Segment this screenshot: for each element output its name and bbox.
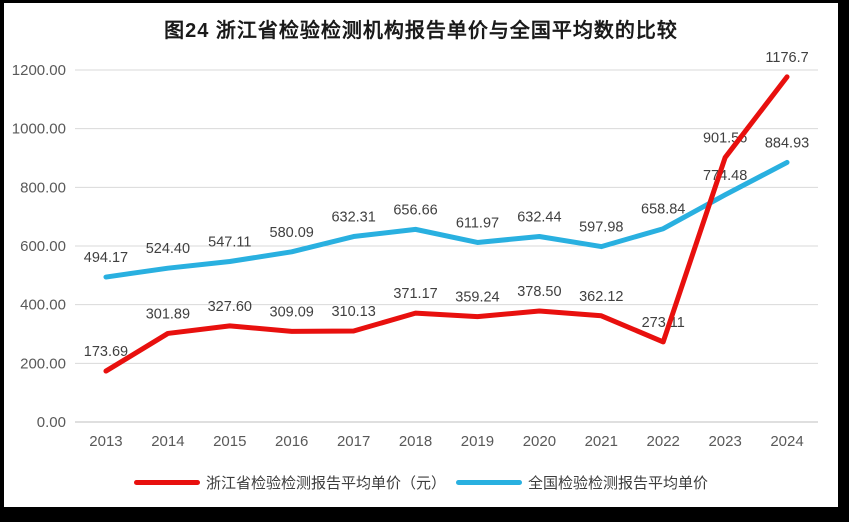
x-axis-tick-label: 2014 bbox=[151, 433, 184, 450]
zhejiang-data-label: 1176.7 bbox=[765, 50, 808, 66]
national-data-label: 611.97 bbox=[456, 215, 499, 231]
national-series-line bbox=[103, 159, 790, 280]
zhejiang-data-label: 359.24 bbox=[455, 290, 499, 306]
national-data-label: 580.09 bbox=[270, 225, 314, 241]
zhejiang-data-label: 310.13 bbox=[331, 304, 375, 320]
national-data-label: 547.11 bbox=[208, 235, 251, 251]
x-axis-tick-label: 2018 bbox=[399, 433, 432, 450]
x-axis-tick-label: 2021 bbox=[585, 433, 618, 450]
national-data-label: 774.48 bbox=[703, 168, 747, 184]
legend-label-national: 全国检验检测报告平均单价 bbox=[528, 475, 709, 492]
zhejiang-data-label: 309.09 bbox=[270, 304, 314, 320]
zhejiang-data-label: 371.17 bbox=[393, 286, 437, 302]
x-axis-tick-label: 2015 bbox=[213, 433, 246, 450]
y-axis-tick-label: 800.00 bbox=[20, 179, 66, 196]
national-data-label: 524.40 bbox=[146, 241, 190, 257]
x-axis-tick-label: 2022 bbox=[647, 433, 680, 450]
national-data-label: 884.93 bbox=[765, 135, 809, 151]
legend-label-zhejiang: 浙江省检验检测报告平均单价（元） bbox=[205, 475, 446, 492]
national-data-label: 597.98 bbox=[579, 220, 623, 236]
x-axis-tick-label: 2023 bbox=[708, 433, 741, 450]
chart-title: 图24 浙江省检验检测机构报告单价与全国平均数的比较 bbox=[164, 20, 678, 42]
zhejiang-data-label: 301.89 bbox=[146, 306, 190, 322]
x-axis-tick-label: 2013 bbox=[89, 433, 122, 450]
y-axis-tick-label: 600.00 bbox=[20, 238, 66, 255]
legend-item-national: 全国检验检测报告平均单价 bbox=[456, 472, 708, 493]
x-axis-tick-label: 2024 bbox=[770, 433, 803, 450]
x-axis-tick-label: 2020 bbox=[523, 433, 556, 450]
zhejiang-data-label: 327.60 bbox=[208, 299, 252, 315]
national-series-swatch-icon bbox=[456, 480, 522, 485]
y-axis-tick-label: 200.00 bbox=[20, 355, 66, 372]
national-data-label: 632.31 bbox=[331, 210, 375, 226]
y-axis-tick-label: 400.00 bbox=[20, 297, 66, 314]
y-axis-tick-label: 0.00 bbox=[37, 414, 66, 431]
x-axis-tick-label: 2019 bbox=[461, 433, 494, 450]
y-axis-tick-label: 1000.00 bbox=[12, 121, 66, 138]
chart-legend: 浙江省检验检测报告平均单价（元） 全国检验检测报告平均单价 bbox=[4, 472, 838, 493]
zhejiang-data-label: 378.50 bbox=[517, 284, 561, 300]
national-data-label: 494.17 bbox=[84, 250, 128, 266]
zhejiang-data-label: 273.11 bbox=[642, 315, 685, 331]
y-axis-tick-label: 1200.00 bbox=[12, 62, 66, 79]
zhejiang-data-label: 173.69 bbox=[84, 344, 128, 360]
x-axis-tick-label: 2016 bbox=[275, 433, 308, 450]
zhejiang-series-swatch-icon bbox=[133, 480, 200, 485]
chart-canvas: 0.00 200.00 400.00 600.00 800.00 1000.00 1200.… bbox=[12, 50, 818, 450]
zhejiang-series-line bbox=[103, 74, 790, 374]
chart-panel: 0.00 200.00 400.00 600.00 800.00 1000.00 1200.… bbox=[4, 3, 838, 507]
national-data-label: 632.44 bbox=[517, 209, 561, 225]
national-data-label: 658.84 bbox=[641, 202, 685, 218]
x-axis-tick-label: 2017 bbox=[337, 433, 370, 450]
national-data-label: 656.66 bbox=[393, 202, 437, 218]
zhejiang-data-label: 362.12 bbox=[579, 289, 623, 305]
legend-item-zhejiang: 浙江省检验检测报告平均单价（元） bbox=[133, 472, 446, 493]
